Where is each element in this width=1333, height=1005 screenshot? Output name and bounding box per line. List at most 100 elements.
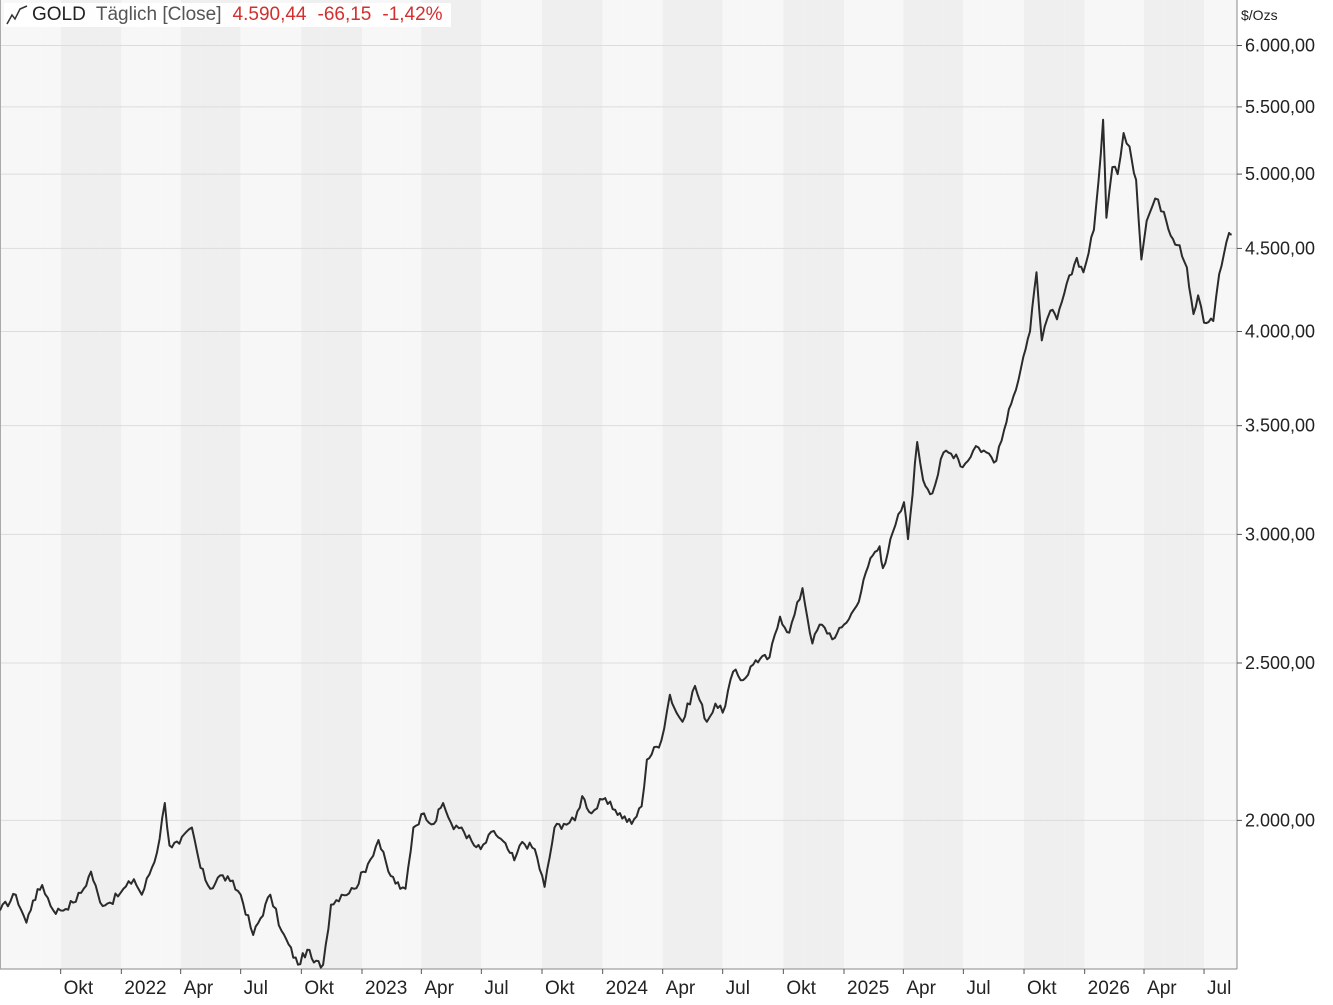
x-tick-label: 2025 — [847, 978, 889, 999]
background-band — [220, 0, 241, 969]
background-band — [943, 0, 964, 969]
x-tick-label: 2023 — [365, 978, 407, 999]
y-tick-label: 3.000,00 — [1245, 524, 1315, 544]
background-band — [1105, 0, 1124, 969]
x-tick-label: Okt — [304, 978, 334, 999]
background-band — [481, 0, 502, 969]
background-band — [60, 0, 82, 969]
x-tick-label: Okt — [64, 978, 94, 999]
period-label: Täglich [Close] — [95, 4, 222, 25]
x-tick-label: Apr — [1147, 978, 1177, 999]
background-band — [382, 0, 401, 969]
background-band — [0, 0, 21, 969]
price-change: -66,15 — [317, 4, 372, 25]
background-band — [261, 0, 282, 969]
background-band — [362, 0, 383, 969]
background-band — [844, 0, 865, 969]
x-tick-label: Jul — [484, 978, 508, 999]
background-band — [441, 0, 462, 969]
y-tick-label: 3.500,00 — [1245, 416, 1315, 436]
background-band — [40, 0, 61, 969]
unit-label: $/Ozs — [1241, 7, 1278, 23]
background-band — [501, 0, 523, 969]
background-band — [301, 0, 322, 969]
y-tick-label: 4.000,00 — [1245, 321, 1315, 341]
background-band — [461, 0, 482, 969]
background-band — [522, 0, 543, 969]
background-band — [240, 0, 262, 969]
y-tick-label: 2.000,00 — [1245, 810, 1315, 830]
y-tick-label: 5.000,00 — [1245, 164, 1315, 184]
background-band — [1064, 0, 1085, 969]
background-band — [763, 0, 784, 969]
price-series — [0, 118, 1232, 969]
background-band — [662, 0, 683, 969]
background-band — [81, 0, 101, 969]
y-tick-label: 2.500,00 — [1245, 653, 1315, 673]
background-band — [803, 0, 824, 969]
x-tick-label: Jul — [966, 978, 990, 999]
background-band — [642, 0, 663, 969]
background-band — [180, 0, 201, 969]
background-band — [923, 0, 944, 969]
x-tick-label: Jul — [1207, 978, 1231, 999]
background-band — [823, 0, 845, 969]
background-band — [722, 0, 744, 969]
background-band — [882, 0, 904, 969]
x-tick-label: Apr — [906, 978, 936, 999]
background-band — [1224, 0, 1237, 969]
background-band — [582, 0, 603, 969]
background-band — [963, 0, 984, 969]
background-band — [623, 0, 643, 969]
series-line-gold — [0, 118, 1232, 969]
background-band — [864, 0, 883, 969]
y-tick-label: 6.000,00 — [1245, 36, 1315, 56]
background-band — [743, 0, 764, 969]
line-chart-icon — [6, 5, 28, 25]
price-change-percent: -1,42% — [382, 4, 443, 25]
instrument-symbol: GOLD — [32, 4, 86, 25]
x-tick-label: Jul — [244, 978, 268, 999]
background-band — [1204, 0, 1225, 969]
x-tick-label: Apr — [184, 978, 214, 999]
y-axis: 2.000,00 2.500,00 3.000,00 3.500,00 4.000,00… — [1237, 36, 1315, 830]
background-band — [1163, 0, 1185, 969]
background-band — [400, 0, 422, 969]
x-tick-label: Apr — [666, 978, 696, 999]
x-tick-label: 2024 — [606, 978, 649, 999]
background-band — [1044, 0, 1065, 969]
plot-frame — [0, 0, 1238, 970]
background-band — [1184, 0, 1205, 969]
background-band — [341, 0, 363, 969]
background-band — [542, 0, 563, 969]
background-band — [1144, 0, 1164, 969]
x-tick-label: Okt — [1027, 978, 1057, 999]
background-band — [702, 0, 723, 969]
background-band — [562, 0, 583, 969]
x-tick-label: Apr — [424, 978, 454, 999]
x-tick-label: Okt — [545, 978, 575, 999]
x-tick-label: 2022 — [124, 978, 166, 999]
background-band — [1004, 0, 1025, 969]
background-band — [1123, 0, 1145, 969]
background-band — [141, 0, 161, 969]
background-band — [281, 0, 302, 969]
last-price: 4.590,44 — [232, 4, 307, 25]
background-band — [983, 0, 1005, 969]
background-band — [20, 0, 41, 969]
x-tick-label: 2026 — [1088, 978, 1130, 999]
background-band — [160, 0, 181, 969]
background-bands — [0, 0, 1237, 969]
x-axis: Okt 2022 Apr Jul Okt 2023 Apr Jul Okt 2024 Apr Jul O… — [60, 969, 1231, 999]
background-band — [200, 0, 221, 969]
background-band — [321, 0, 342, 969]
x-tick-label: Jul — [726, 978, 750, 999]
background-band — [121, 0, 142, 969]
y-tick-label: 5.500,00 — [1245, 97, 1315, 117]
background-band — [783, 0, 804, 969]
background-band — [421, 0, 442, 969]
background-band — [602, 0, 624, 969]
chart-header: GOLD Täglich [Close] 4.590,44 -66,15 -1,… — [4, 3, 451, 27]
